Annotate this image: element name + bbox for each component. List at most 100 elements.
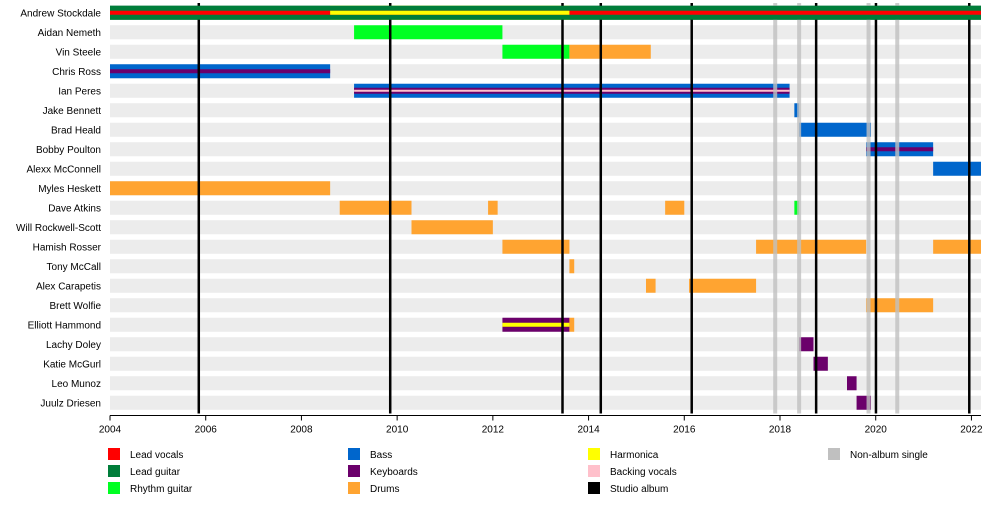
member-name: Lachy Doley (46, 340, 101, 351)
member-name: Alexx McConnell (27, 164, 101, 175)
legend-label: Keyboards (370, 467, 418, 478)
member-name: Leo Munoz (52, 379, 101, 390)
drums-bar (110, 181, 331, 196)
legend-swatch-rhythm-guitar (108, 482, 120, 494)
keyboards-stripe (866, 147, 934, 152)
member-name: Vin Steele (56, 47, 102, 58)
x-tick-label: 2014 (577, 425, 600, 436)
drums-bar (569, 44, 651, 59)
member-name: Elliott Hammond (28, 320, 101, 331)
row-background (110, 103, 981, 118)
row-backgrounds (110, 5, 981, 410)
x-tick-label: 2016 (673, 425, 696, 436)
studio-album-line (388, 3, 392, 414)
drums-bar (866, 298, 934, 313)
legend-label: Harmonica (610, 450, 659, 461)
member-name: Tony McCall (47, 262, 101, 273)
studio-album-line (968, 3, 971, 414)
drums-bar (933, 239, 981, 254)
member-name: Will Rockwell-Scott (16, 223, 101, 234)
x-tick-label: 2008 (290, 425, 313, 436)
rhythm_guitar-bar (794, 200, 800, 215)
studio-album-line (814, 3, 818, 414)
member-name: Bobby Poulton (36, 145, 101, 156)
drums-bar (569, 317, 575, 332)
harmonica-stripe (330, 10, 570, 15)
non-album-single-line (797, 3, 802, 414)
row-background (110, 161, 981, 176)
x-tick-label: 2022 (960, 425, 983, 436)
legend-swatch-non-album-single (828, 448, 840, 460)
legend-label: Non-album single (850, 450, 928, 461)
studio-album-line (561, 3, 564, 414)
member-name: Katie McGurl (43, 359, 101, 370)
legend-swatch-drums (348, 482, 360, 494)
bass-bar (799, 122, 871, 137)
member-name: Chris Ross (52, 67, 101, 78)
drums-bar (488, 200, 498, 215)
drums-bar (411, 220, 493, 235)
x-tick-label: 2020 (865, 425, 888, 436)
legend-label: Rhythm guitar (130, 484, 193, 495)
legend-swatch-harmonica (588, 448, 600, 460)
non-album-single-line (773, 3, 778, 414)
backing_vocals-stripe (354, 89, 790, 92)
x-tick-label: 2004 (99, 425, 122, 436)
row-background (110, 25, 981, 40)
member-name: Myles Heskett (38, 184, 101, 195)
x-axis: 2004 2006 2008 2010 2012 2014 2016 2018 2020 2022 (99, 415, 983, 436)
member-name: Juulz Driesen (40, 398, 101, 409)
drums-bar (502, 239, 570, 254)
bass-bar (794, 103, 800, 118)
non-album-single-line (866, 3, 871, 414)
drums-bar (646, 278, 656, 293)
keyboards-bar (799, 337, 814, 352)
studio-album-line (197, 3, 201, 414)
bass-bar (933, 161, 981, 176)
legend-label: Drums (370, 484, 399, 495)
x-tick-label: 2010 (386, 425, 409, 436)
row-background (110, 142, 981, 157)
legend-swatch-keyboards (348, 465, 360, 477)
row-background (110, 278, 981, 293)
row-background (110, 395, 981, 410)
drums-bar (665, 200, 685, 215)
x-tick-label: 2018 (769, 425, 792, 436)
legend-swatch-studio-album (588, 482, 600, 494)
harmonica-stripe (502, 322, 570, 327)
x-tick-label: 2012 (482, 425, 505, 436)
member-name: Dave Atkins (48, 203, 101, 214)
legend-swatch-bass (348, 448, 360, 460)
legend-label: Bass (370, 450, 392, 461)
legend-swatch-lead-vocals (108, 448, 120, 460)
row-background (110, 200, 981, 215)
row-background (110, 356, 981, 371)
legend-swatch-lead-guitar (108, 465, 120, 477)
drums-bar (569, 259, 575, 274)
member-name: Aidan Nemeth (38, 28, 101, 39)
member-name: Brad Heald (51, 125, 101, 136)
studio-album-line (690, 3, 693, 414)
legend-label: Lead guitar (130, 467, 181, 478)
studio-album-line (599, 3, 603, 414)
rhythm_guitar-bar (354, 25, 503, 40)
studio-album-line (874, 3, 878, 414)
rhythm_guitar-bar (502, 44, 570, 59)
member-name: Brett Wolfie (50, 301, 102, 312)
member-name: Hamish Rosser (33, 242, 102, 253)
x-tick-label: 2006 (195, 425, 218, 436)
drums-bar (339, 200, 412, 215)
legend-swatch-backing-vocals (588, 465, 600, 477)
row-background (110, 376, 981, 391)
keyboards-stripe (110, 69, 331, 74)
legend-label: Backing vocals (610, 467, 677, 478)
row-background (110, 298, 981, 313)
member-name: Alex Carapetis (36, 281, 101, 292)
non-album-single-line (895, 3, 900, 414)
member-name: Andrew Stockdale (20, 8, 101, 19)
member-name: Ian Peres (58, 86, 101, 97)
row-background (110, 220, 981, 235)
drums-bar (756, 239, 867, 254)
row-background (110, 337, 981, 352)
